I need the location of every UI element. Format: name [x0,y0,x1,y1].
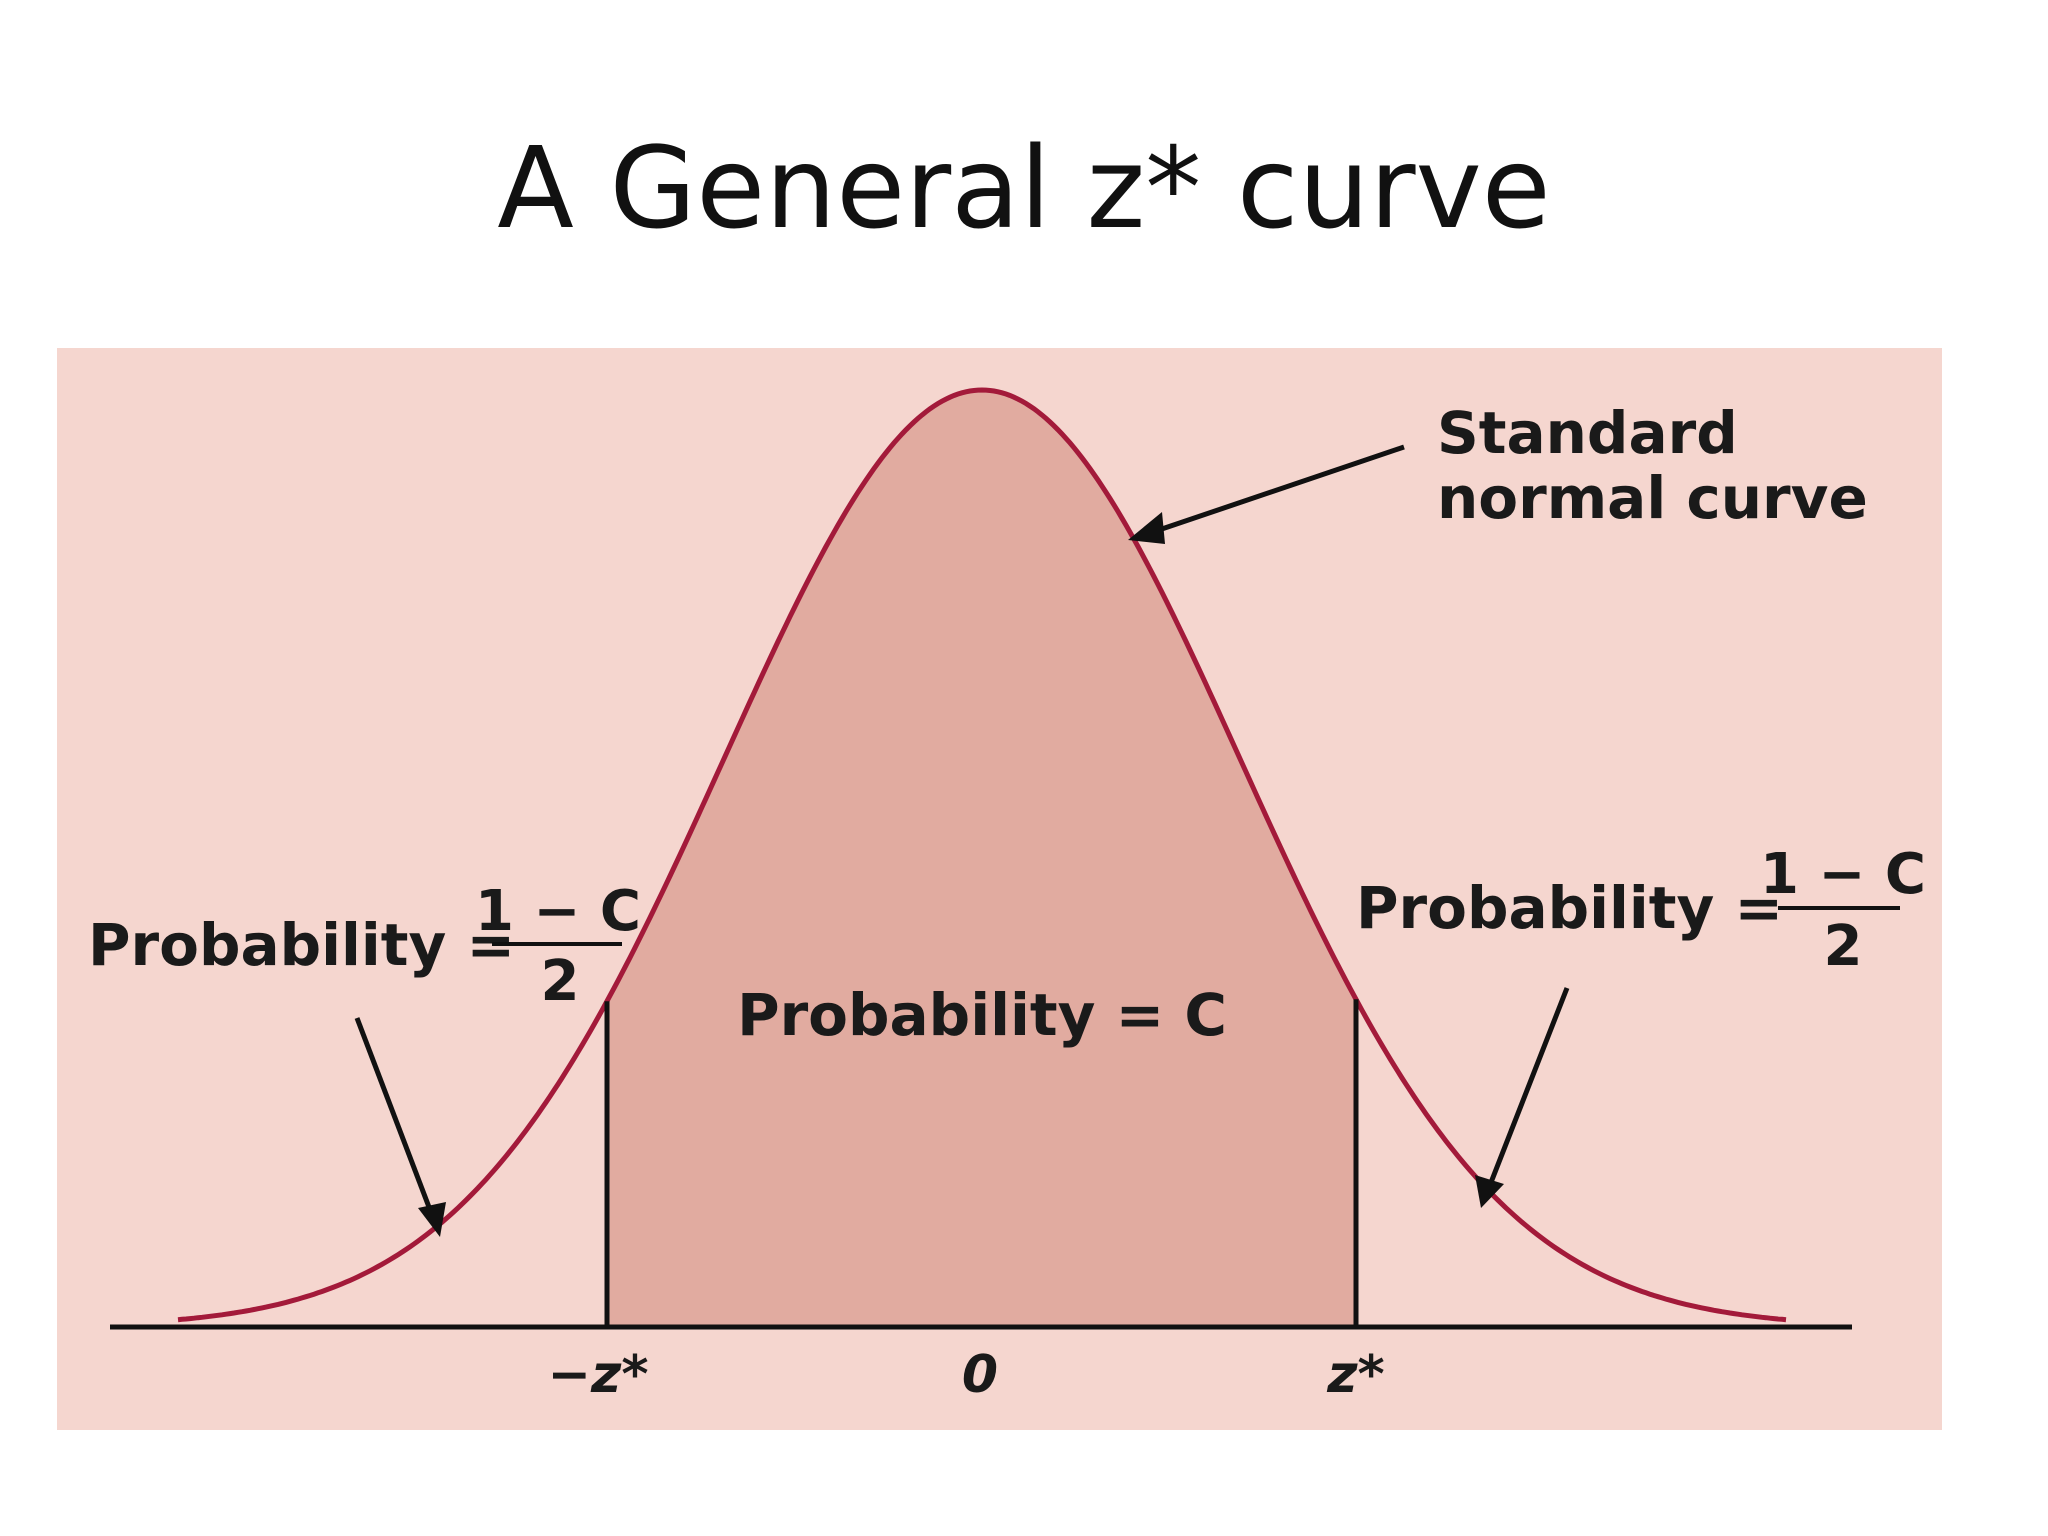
tick-label-zero: 0 [962,1345,998,1405]
left-tail-arrow [354,1017,435,1216]
right-tail-arrow [1487,987,1570,1186]
curve-name-line1: Standard [1437,399,1738,467]
left-fraction-denominator: 2 [541,949,580,1014]
tick-label-minus-zstar: −z* [547,1345,648,1405]
curve-name-line2: normal curve [1437,464,1868,532]
tick-label-zstar: z* [1326,1345,1384,1405]
slide-title: A General z* curve [497,124,1551,254]
left-fraction-numerator: 1 − C [475,879,641,944]
central-shaded-area [607,390,1356,1327]
right-tail-arrowhead [1475,1175,1504,1208]
curve-name-arrow [1149,444,1405,536]
left-tail-arrowhead [418,1202,446,1237]
right-probability-prefix: Probability = [1356,874,1783,942]
standard-normal-curve [177,387,1787,1323]
right-fraction-numerator: 1 − C [1760,842,1926,907]
center-probability-label: Probability = C [737,981,1227,1049]
curve-name-arrowhead [1128,512,1165,544]
left-probability-prefix: Probability = [88,911,515,979]
right-fraction-denominator: 2 [1824,914,1863,979]
